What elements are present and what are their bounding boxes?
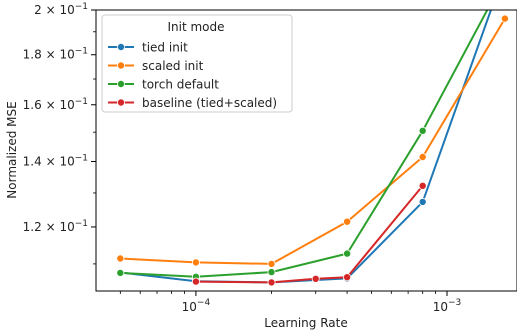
legend-box — [101, 14, 293, 113]
plot-frame — [95, 9, 517, 292]
y-tick-label: 1.2 × 10−1 — [23, 219, 88, 234]
legend-marker-tied-init — [117, 43, 126, 52]
y-tick-label: 2 × 10−1 — [34, 2, 88, 17]
legend-marker-scaled-init — [117, 61, 126, 70]
legend-title: Init mode — [167, 20, 224, 34]
data-point-baseline-tied-scaled — [267, 278, 276, 287]
y-tick-label: 1.4 × 10−1 — [23, 153, 88, 168]
data-point-scaled-init — [343, 217, 352, 226]
series-line-scaled-init — [120, 18, 506, 265]
data-point-baseline-tied-scaled — [418, 181, 427, 190]
y-axis-title: Normalized MSE — [5, 101, 19, 198]
legend-label-tied-init: tied init — [142, 41, 188, 55]
series-line-tied-init — [120, 10, 493, 284]
series-line-torch-default — [120, 10, 489, 278]
data-point-scaled-init — [191, 258, 200, 267]
x-tick-label: 10−4 — [182, 298, 211, 314]
series-line-baseline-tied-scaled — [195, 185, 424, 284]
x-axis-title: Learning Rate — [264, 316, 347, 330]
x-tick-label: 10−3 — [433, 298, 462, 314]
data-point-tied-init — [418, 197, 427, 206]
legend-label-scaled-init: scaled init — [142, 59, 204, 73]
y-tick-label: 1.6 × 10−1 — [23, 97, 88, 112]
data-point-scaled-init — [500, 14, 509, 23]
data-point-torch-default — [267, 268, 276, 277]
legend-marker-torch-default — [117, 80, 126, 89]
data-point-baseline-tied-scaled — [191, 277, 200, 286]
data-point-torch-default — [418, 126, 427, 135]
y-axis: 1.2 × 10−1 1.4 × 10−1 1.6 × 10−1 1.8 × 10−1… — [23, 2, 96, 265]
legend-label-torch-default: torch default — [142, 78, 219, 92]
y-tick-label: 1.8 × 10−1 — [23, 47, 88, 62]
legend: Init mode tied init scaled init torch defa… — [101, 14, 293, 113]
legend-label-baseline-tied-scaled: baseline (tied+scaled) — [142, 96, 277, 110]
data-point-torch-default — [343, 249, 352, 258]
series-layer — [116, 10, 509, 287]
data-point-scaled-init — [418, 152, 427, 161]
data-point-baseline-tied-scaled — [343, 273, 352, 282]
data-point-torch-default — [116, 268, 125, 277]
legend-marker-baseline-tied-scaled — [117, 98, 126, 107]
data-point-scaled-init — [267, 259, 276, 268]
x-axis: 10−4 10−3 — [119, 291, 462, 314]
data-point-baseline-tied-scaled — [311, 274, 320, 283]
data-point-scaled-init — [116, 254, 125, 263]
